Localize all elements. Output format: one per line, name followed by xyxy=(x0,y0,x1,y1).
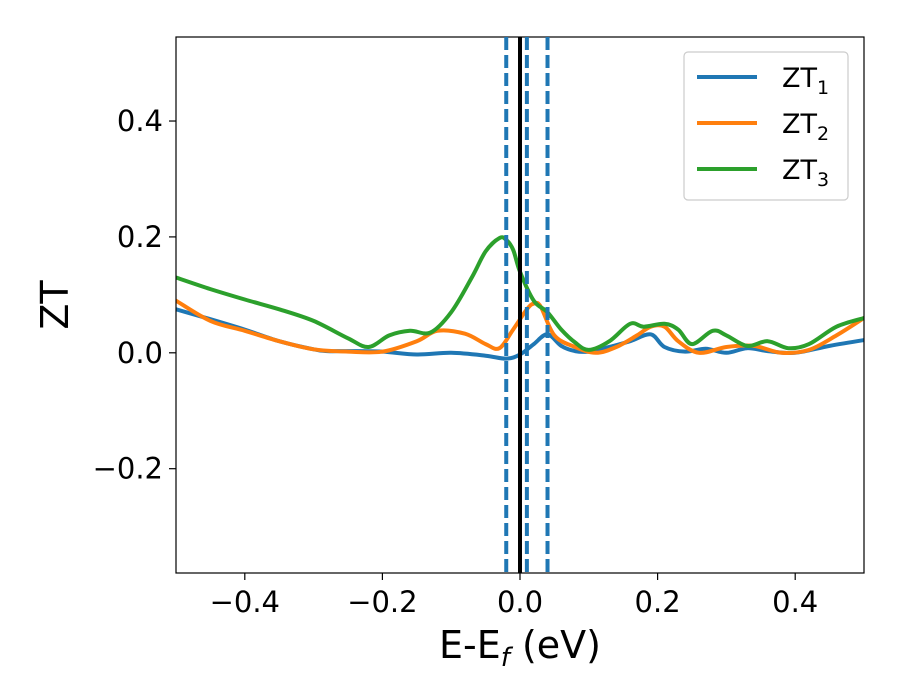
y-axis-label: ZT xyxy=(33,280,77,330)
y-tick-label: 0.4 xyxy=(117,104,163,138)
x-tick-label: 0.2 xyxy=(635,585,681,619)
legend: ZT1 ZT2 ZT3 xyxy=(683,51,849,201)
legend-label-3: ZT3 xyxy=(782,155,829,191)
y-tick-label: −0.2 xyxy=(93,452,163,486)
legend-box xyxy=(683,51,849,201)
series-line-3 xyxy=(176,235,864,352)
x-tick-label: 0.0 xyxy=(497,585,543,619)
vertical-lines xyxy=(504,37,550,573)
x-tick-label: −0.4 xyxy=(210,585,280,619)
x-tick-label: −0.2 xyxy=(347,585,417,619)
legend-label-2: ZT2 xyxy=(782,109,829,145)
x-axis-label: E-Ef (eV) xyxy=(439,623,601,673)
y-tick-label: 0.0 xyxy=(117,336,163,370)
x-tick-label: 0.4 xyxy=(772,585,818,619)
x-axis: −0.4 −0.2 0.0 0.2 0.4 xyxy=(210,573,818,619)
legend-label-1: ZT1 xyxy=(782,63,829,99)
y-axis: −0.2 0.0 0.2 0.4 xyxy=(93,104,176,486)
series-lines xyxy=(176,235,864,361)
y-tick-label: 0.2 xyxy=(117,220,163,254)
